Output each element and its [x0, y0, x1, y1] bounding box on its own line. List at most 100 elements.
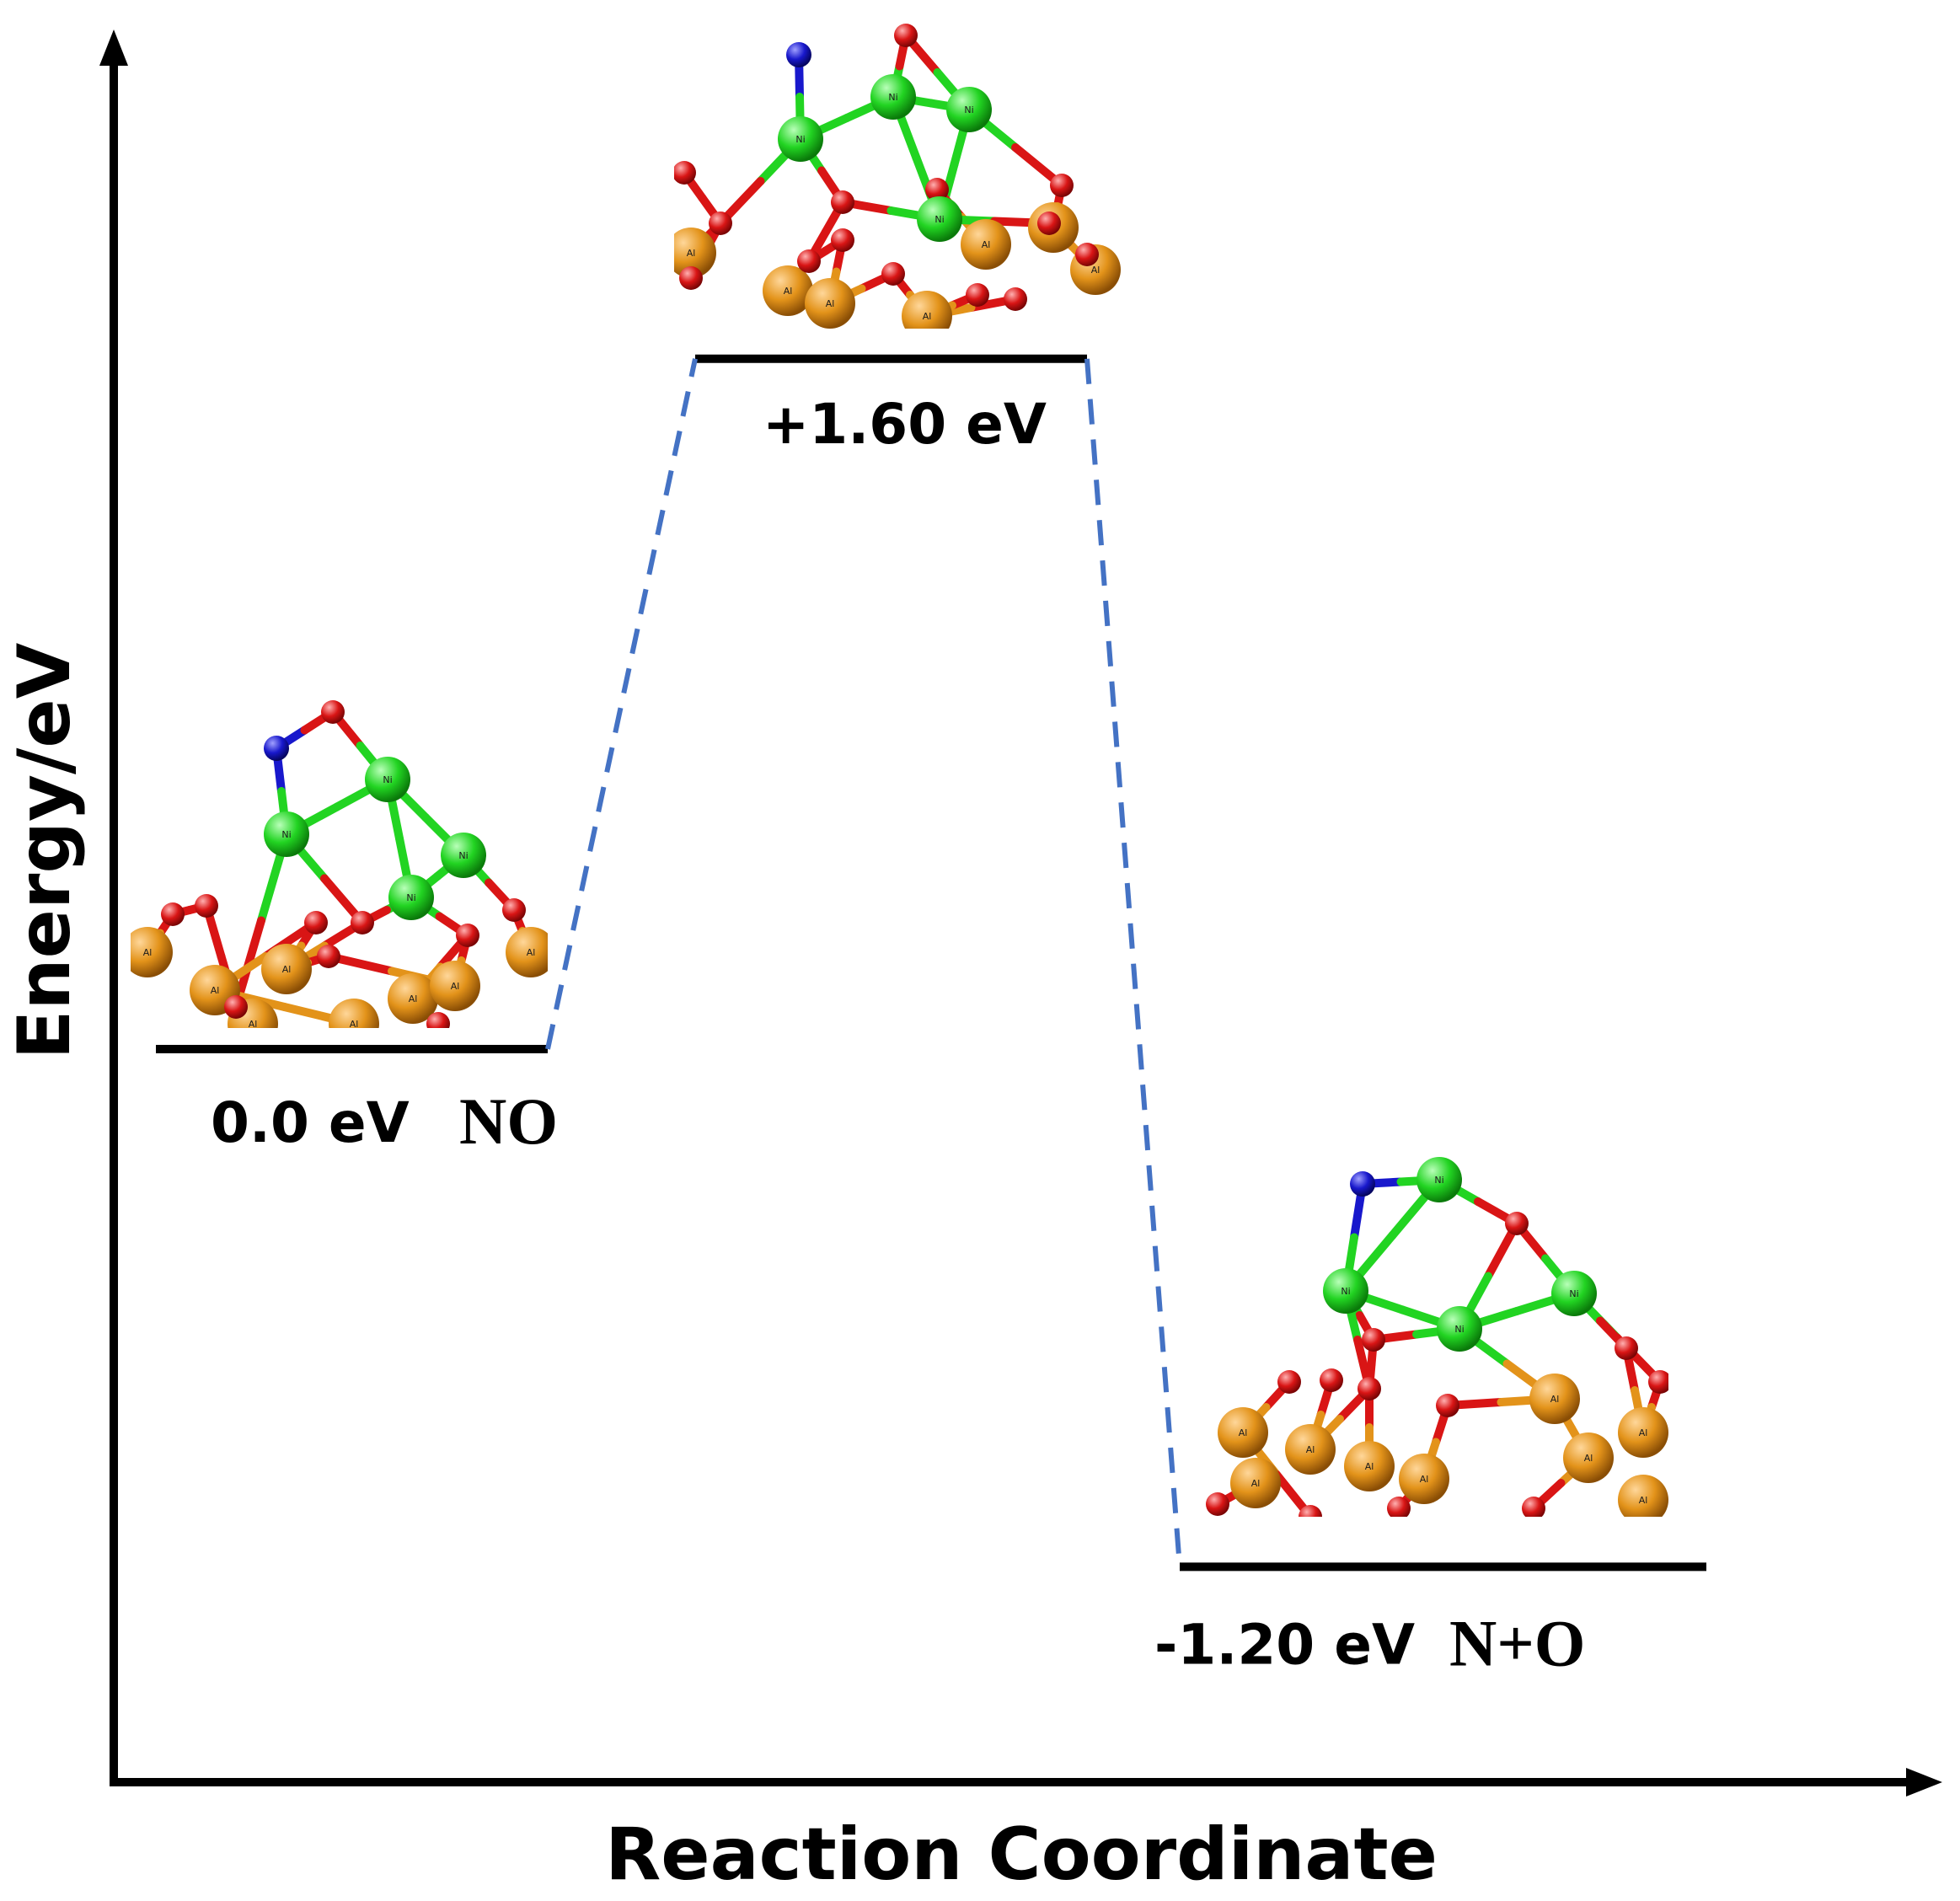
ni-atom-label: Ni: [1434, 1175, 1443, 1186]
ni-atom-label: Ni: [795, 134, 805, 145]
o-atom: [894, 24, 918, 47]
o-atom: [317, 945, 340, 968]
o-atom: [502, 898, 526, 922]
al-atom-label: Al: [826, 298, 835, 309]
axes: [99, 29, 1942, 1797]
o-atom: [351, 911, 374, 934]
energy-label-initial: 0.0 eV: [211, 1090, 410, 1155]
al-atom: [329, 999, 379, 1028]
o-atom: [426, 1012, 450, 1028]
o-atom: [1358, 1377, 1381, 1400]
o-atom: [925, 178, 949, 201]
al-atom: [1230, 1458, 1281, 1508]
energy-label-transition: +1.60 eV: [763, 392, 1047, 457]
al-atom-label: Al: [143, 947, 153, 958]
o-atom: [195, 894, 218, 918]
o-atom: [161, 902, 185, 926]
al-atom: [805, 278, 855, 329]
o-atom: [1050, 174, 1074, 197]
al-atom: [1618, 1407, 1668, 1458]
structure-initial-no-adsorbed: Al Al Al Al Al Al Al Al Ni Ni Ni Ni: [131, 700, 548, 1030]
o-atom: [709, 212, 732, 235]
al-atom-label: Al: [249, 1019, 258, 1030]
o-atom: [1615, 1336, 1638, 1360]
ni-atom: [264, 811, 309, 857]
ni-atom: [441, 833, 486, 878]
energy-label-final: -1.20 eV: [1154, 1612, 1415, 1677]
ni-atom: [1437, 1306, 1482, 1352]
ni-atom-label: Ni: [1454, 1324, 1464, 1335]
ni-atom-label: Ni: [281, 829, 291, 840]
al-atom: [961, 219, 1011, 270]
ni-atom: [1551, 1271, 1597, 1316]
al-atom: [1618, 1475, 1668, 1517]
al-atom: [1344, 1441, 1395, 1491]
o-atom: [321, 700, 345, 724]
o-atom: [881, 262, 905, 286]
n-atom: [264, 736, 289, 761]
x-axis-label: Reaction Coordinate: [605, 1813, 1438, 1897]
al-atom-label: Al: [1306, 1444, 1315, 1455]
o-atom: [797, 249, 821, 273]
o-atom: [1522, 1497, 1545, 1517]
ni-atom: [946, 87, 992, 132]
structure-final-n-plus-o: Al Al Al Al Al Al Al Al Al Ni Ni Ni Ni: [1206, 1157, 1668, 1517]
al-atom-label: Al: [409, 993, 418, 1004]
ni-atom-label: Ni: [1341, 1286, 1350, 1297]
ni-atom: [365, 757, 410, 802]
ni-atom: [1323, 1268, 1368, 1314]
al-atom: [1529, 1374, 1580, 1424]
al-atom: [261, 944, 312, 994]
al-atom: [1399, 1454, 1449, 1504]
al-atom-label: Al: [784, 286, 793, 297]
species-label-initial: NO: [459, 1084, 558, 1158]
ni-atom: [1416, 1157, 1462, 1202]
ni-atom-label: Ni: [888, 92, 897, 103]
energy-levels: [156, 354, 1706, 1572]
o-atom: [1206, 1492, 1229, 1516]
ni-atom: [917, 196, 962, 242]
al-atom: [430, 961, 480, 1011]
o-atom: [1387, 1497, 1411, 1517]
x-axis-arrowhead: [1906, 1768, 1942, 1797]
o-atom: [674, 161, 696, 185]
al-atom-label: Al: [923, 311, 932, 322]
o-atom: [679, 266, 703, 290]
n-atom: [1350, 1171, 1375, 1197]
o-atom: [456, 924, 479, 947]
al-atom: [763, 265, 813, 316]
o-atom: [1320, 1368, 1343, 1392]
al-atom: [674, 228, 716, 278]
al-atom-label: Al: [1239, 1427, 1248, 1438]
y-axis-arrowhead: [99, 29, 128, 66]
ni-atom-label: Ni: [458, 850, 468, 861]
al-atom-label: Al: [211, 985, 220, 996]
o-atom: [831, 190, 854, 214]
al-atom-label: Al: [1251, 1478, 1261, 1489]
al-atom: [1563, 1432, 1614, 1483]
al-atom-label: Al: [1420, 1474, 1429, 1485]
al-atom-label: Al: [687, 248, 696, 259]
ni-atom: [778, 116, 823, 162]
n-atom: [786, 42, 811, 67]
o-atom: [1436, 1394, 1459, 1417]
al-atom-label: Al: [527, 947, 536, 958]
al-atom-label: Al: [1550, 1394, 1560, 1405]
y-axis-label: Energy/eV: [3, 642, 87, 1059]
al-atom-label: Al: [282, 964, 292, 975]
al-atom-label: Al: [451, 981, 460, 992]
ni-atom-label: Ni: [406, 892, 415, 903]
ni-atom: [870, 74, 916, 120]
ni-atom-label: Ni: [934, 214, 944, 225]
ni-atom-label: Ni: [383, 774, 392, 785]
al-atom: [1218, 1407, 1268, 1458]
al-atom-label: Al: [1639, 1495, 1648, 1506]
al-atom: [902, 291, 952, 329]
ni-atom-label: Ni: [1569, 1288, 1578, 1299]
species-label-final: N+O: [1449, 1606, 1585, 1679]
al-atom-label: Al: [1584, 1453, 1593, 1464]
o-atom: [1299, 1505, 1322, 1517]
o-atom: [831, 228, 854, 252]
